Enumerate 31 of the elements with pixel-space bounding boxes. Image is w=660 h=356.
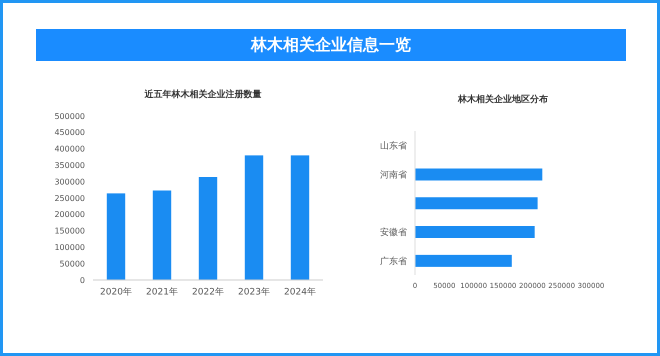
bar — [106, 193, 126, 280]
bar — [415, 226, 535, 238]
y-tick-label: 广东省 — [380, 256, 407, 267]
bar — [415, 197, 538, 210]
y-tick-label: 350000 — [54, 161, 85, 170]
x-tick-label: 2020年 — [100, 286, 132, 298]
chart-title: 林木相关企业信息一览 — [36, 29, 626, 61]
y-tick-label: 450000 — [54, 128, 85, 138]
chart-subtitle: 近五年林木相关企业注册数量 — [144, 88, 262, 102]
bar — [415, 254, 512, 267]
y-tick-label: 200000 — [54, 210, 85, 220]
bar — [290, 155, 310, 280]
bar — [198, 177, 218, 280]
bar — [415, 168, 542, 180]
bar — [152, 190, 172, 280]
y-tick-label: 河南省 — [380, 169, 407, 180]
x-tick-label: 2021年 — [146, 286, 178, 298]
y-tick-label: 250000 — [54, 194, 85, 203]
chart-title: 林木相关企业地区分布 — [456, 93, 549, 107]
bar — [244, 155, 264, 280]
y-tick-label: 50000 — [60, 259, 85, 268]
x-tick-label: 2023年 — [238, 286, 270, 298]
y-tick-label: 300000 — [54, 177, 85, 186]
y-tick-label: 500000 — [54, 112, 85, 121]
y-tick-label: 安徽省 — [380, 226, 407, 238]
y-tick-label: 150000 — [54, 226, 85, 236]
x-tick-label: 2022年 — [192, 286, 224, 298]
x-tick-label: 2024年 — [284, 286, 316, 298]
y-tick-label: 400000 — [54, 144, 85, 154]
y-tick-label: 100000 — [54, 243, 85, 252]
y-tick-label: 山东省 — [380, 140, 407, 152]
